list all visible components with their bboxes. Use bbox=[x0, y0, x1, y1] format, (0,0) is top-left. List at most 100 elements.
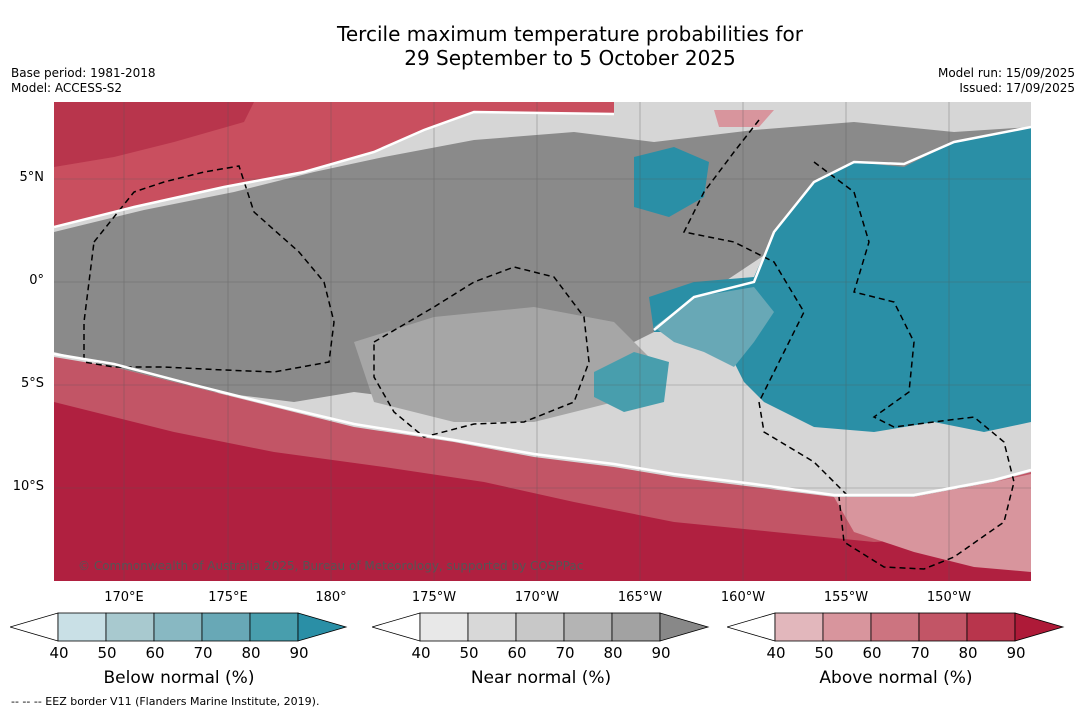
colorbar-above-ticks: 40 50 60 70 80 90 bbox=[727, 644, 1065, 664]
lon-label-165w: 165°W bbox=[617, 590, 663, 605]
base-period: Base period: 1981-2018 bbox=[11, 66, 156, 80]
colorbar-near-swatches bbox=[419, 612, 661, 642]
tick-below-60: 60 bbox=[145, 644, 165, 662]
colorbar-swatch bbox=[822, 612, 872, 642]
tick-below-40: 40 bbox=[49, 644, 69, 662]
contour-south bbox=[54, 352, 1031, 497]
title-line-2: 29 September to 5 October 2025 bbox=[404, 46, 736, 70]
lat-label-5n: 5°N bbox=[19, 170, 45, 185]
model-run: Model run: 15/09/2025 bbox=[937, 66, 1075, 80]
lon-label-180: 180° bbox=[315, 590, 347, 605]
colorbar-swatch bbox=[966, 612, 1016, 642]
contour-north bbox=[54, 110, 615, 229]
lon-label-175e: 175°E bbox=[208, 590, 248, 605]
meta-left: Base period: 1981-2018 Model: ACCESS-S2 bbox=[11, 66, 156, 95]
tick-near-80: 80 bbox=[603, 644, 623, 662]
colorbar-above-right-arrow bbox=[1014, 612, 1065, 642]
lat-label-0: 0° bbox=[29, 273, 44, 288]
tick-below-50: 50 bbox=[97, 644, 117, 662]
below-normal-north-blob bbox=[634, 147, 709, 217]
map-grid bbox=[54, 102, 1031, 581]
tick-near-60: 60 bbox=[507, 644, 527, 662]
colorbar-swatch bbox=[57, 612, 107, 642]
colorbar-swatch bbox=[105, 612, 155, 642]
eez-footnote: -- -- -- EEZ border V11 (Flanders Marine… bbox=[11, 695, 320, 708]
colorbar-below-svg bbox=[8, 612, 348, 642]
colorbar-swatch bbox=[774, 612, 824, 642]
tick-near-90: 90 bbox=[651, 644, 671, 662]
meta-right: Model run: 15/09/2025 Issued: 17/09/2025 bbox=[938, 66, 1075, 95]
probability-map bbox=[54, 102, 1031, 581]
colorbar-near-left-arrow bbox=[370, 612, 421, 642]
lon-label-155w: 155°W bbox=[823, 590, 869, 605]
above-normal-north-east bbox=[714, 110, 774, 127]
lat-label-10s: 10°S bbox=[12, 479, 44, 494]
colorbar-below-swatches bbox=[57, 612, 299, 642]
below-normal-small-west bbox=[594, 352, 669, 412]
above-normal-south-strong bbox=[54, 402, 1031, 581]
contour-east-blue bbox=[653, 125, 1031, 331]
model-name: Model: ACCESS-S2 bbox=[11, 80, 123, 95]
lon-label-170w: 170°W bbox=[514, 590, 560, 605]
above-normal-north-strong bbox=[54, 102, 254, 167]
eez-borders bbox=[83, 119, 1015, 570]
tick-below-80: 80 bbox=[241, 644, 261, 662]
colorbar-near-label: Near normal (%) bbox=[470, 668, 612, 688]
colorbar-swatch bbox=[201, 612, 251, 642]
lon-label-170e: 170°E bbox=[104, 590, 144, 605]
tick-above-60: 60 bbox=[862, 644, 882, 662]
map-svg bbox=[54, 102, 1031, 581]
colorbar-near-normal: 40 50 60 70 80 90 Near normal (%) bbox=[370, 612, 710, 712]
colorbar-below-ticks: 40 50 60 70 80 90 bbox=[10, 644, 348, 664]
tick-above-90: 90 bbox=[1006, 644, 1026, 662]
lon-label-160w: 160°W bbox=[720, 590, 766, 605]
colorbar-swatch bbox=[467, 612, 517, 642]
colorbar-near-right-arrow bbox=[659, 612, 710, 642]
colorbar-above-label: Above normal (%) bbox=[819, 668, 973, 688]
copyright-text: © Commonwealth of Australia 2025, Bureau… bbox=[78, 559, 584, 573]
tick-above-40: 40 bbox=[766, 644, 786, 662]
tick-above-80: 80 bbox=[958, 644, 978, 662]
eez-border-central bbox=[813, 161, 1015, 570]
lon-label-150w: 150°W bbox=[926, 590, 972, 605]
below-normal-lighter-ring bbox=[654, 287, 774, 367]
map-title: Tercile maximum temperature probabilitie… bbox=[0, 22, 1085, 70]
title-line-1: Tercile maximum temperature probabilitie… bbox=[337, 22, 803, 46]
colorbar-swatch bbox=[153, 612, 203, 642]
colorbar-swatch bbox=[419, 612, 469, 642]
below-normal-east-region bbox=[649, 127, 1031, 432]
colorbar-near-svg bbox=[370, 612, 710, 642]
colorbar-below-right-arrow bbox=[297, 612, 348, 642]
lon-label-175w: 175°W bbox=[411, 590, 457, 605]
eez-border-kiribati-phoenix bbox=[373, 266, 590, 438]
tick-below-90: 90 bbox=[289, 644, 309, 662]
tick-near-40: 40 bbox=[411, 644, 431, 662]
colorbar-swatch bbox=[563, 612, 613, 642]
colorbar-above-svg bbox=[725, 612, 1065, 642]
colorbar-swatch bbox=[249, 612, 299, 642]
colorbar-swatch bbox=[870, 612, 920, 642]
colorbar-below-label: Below normal (%) bbox=[103, 668, 255, 688]
colorbar-above-normal: 40 50 60 70 80 90 Above normal (%) bbox=[725, 612, 1065, 712]
colorbar-swatch bbox=[918, 612, 968, 642]
lat-label-5s: 5°S bbox=[20, 376, 44, 391]
tick-above-70: 70 bbox=[910, 644, 930, 662]
colorbar-swatch bbox=[515, 612, 565, 642]
tick-near-50: 50 bbox=[459, 644, 479, 662]
tick-below-70: 70 bbox=[193, 644, 213, 662]
colorbar-above-left-arrow bbox=[725, 612, 776, 642]
contour-lines bbox=[54, 110, 1031, 497]
tick-above-50: 50 bbox=[814, 644, 834, 662]
colorbar-below-left-arrow bbox=[8, 612, 59, 642]
eez-border-kiribati-gilbert bbox=[83, 165, 335, 373]
colorbar-swatch bbox=[611, 612, 661, 642]
eez-border-kiribati-line bbox=[682, 119, 850, 498]
near-normal-mid-band bbox=[354, 307, 654, 422]
colorbar-above-swatches bbox=[774, 612, 1016, 642]
near-normal-dark-band bbox=[54, 122, 1031, 402]
above-normal-south-light bbox=[834, 474, 1031, 572]
colorbar-below-normal: 40 50 60 70 80 90 Below normal (%) bbox=[8, 612, 348, 712]
issued-date: Issued: 17/09/2025 bbox=[959, 80, 1075, 95]
colorbar-near-ticks: 40 50 60 70 80 90 bbox=[372, 644, 710, 664]
tick-near-70: 70 bbox=[555, 644, 575, 662]
